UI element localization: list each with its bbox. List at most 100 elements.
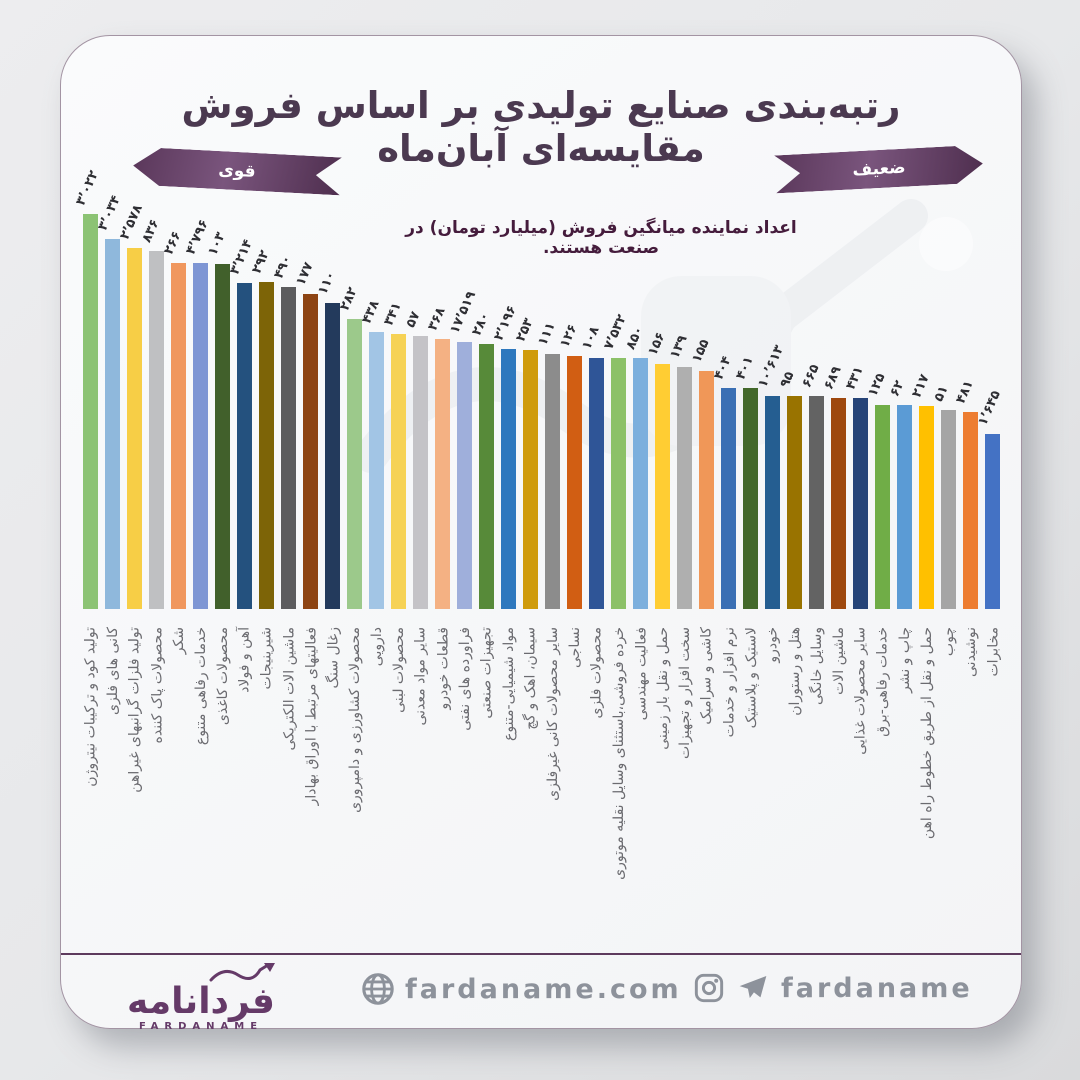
category-cell: کانی های فلزی xyxy=(101,621,123,953)
bar xyxy=(170,263,186,609)
category-cell: نرم افزار و خدمات xyxy=(717,621,739,953)
bar-column: ۴۸۱ xyxy=(953,209,981,609)
infographic-card: رتبه‌بندی صنایع تولیدی بر اساس فروش مقای… xyxy=(60,35,1022,1032)
bar-column: ۶۲ xyxy=(887,209,915,609)
bar-column: ۲۶۶ xyxy=(161,209,189,609)
bar-column: ۱۲۵ xyxy=(865,209,893,609)
bar xyxy=(940,410,956,609)
category-label: محصولات فلزی xyxy=(589,627,605,719)
bar-column: ۲٬۵۷۸ xyxy=(117,202,146,609)
category-label: خدمات رفاهی-برق xyxy=(875,627,891,737)
bar-column: ۳٬۰۳۴ xyxy=(95,193,124,609)
category-label: شکر xyxy=(171,627,187,655)
bar-column: ۱۰۳ xyxy=(205,209,233,609)
footer: فردانامه FARDANAME fardaname.com fard xyxy=(61,958,1021,1032)
website-link[interactable]: fardaname.com xyxy=(405,973,682,1005)
category-cell: نوشیدنی xyxy=(959,621,981,953)
category-label: خودرو xyxy=(765,627,781,663)
bar-column: ۲۸۰ xyxy=(469,209,497,609)
category-cell: خدمات رفاهی متنوع xyxy=(189,621,211,953)
bar-column: ۴۹۰ xyxy=(271,209,299,609)
bar xyxy=(962,412,978,609)
category-label: نساجی xyxy=(567,627,583,668)
bar-value-label: ۳٬۰۲۲ xyxy=(73,168,102,208)
category-cell: محصولات فلزی xyxy=(585,621,607,953)
bar xyxy=(698,371,714,609)
bar-column: ۳۶۸ xyxy=(425,209,453,609)
bar-column: ۱۳۹ xyxy=(667,209,695,609)
bar xyxy=(808,396,824,609)
bar-column: ۴۰۱ xyxy=(733,209,761,609)
category-cell: خرده فروشی،باستثنای وسایل نقلیه موتوری xyxy=(607,621,629,953)
bar xyxy=(126,248,142,609)
category-cell: خدمات رفاهی-برق xyxy=(871,621,893,953)
category-label: تولید فلزات گرانبهای غیراهن xyxy=(127,627,143,793)
category-cell: زغال سنگ xyxy=(321,621,343,953)
category-cell: دارویی xyxy=(365,621,387,953)
category-label: قطعات خودرو xyxy=(435,627,451,710)
social-handle[interactable]: fardaname xyxy=(781,972,973,1004)
bar-chart: ۳٬۰۲۲ ۳٬۰۳۴ ۲٬۵۷۸ ۸۳۶ ۲۶۶ ۴٬۷۹۶ ۱۰۳ ۳٬۲۱۴ ۲۹۲ ۴۹۰… xyxy=(73,168,1004,609)
bar xyxy=(324,303,340,609)
category-label: فعالیت مهندسی xyxy=(633,627,649,721)
category-label: کاشی و سرامیک xyxy=(699,627,715,725)
bar-column: ۱۵۵ xyxy=(689,209,717,609)
category-label: سیمان، اهک و گچ xyxy=(523,627,539,730)
category-cell: محصولات کاغذی xyxy=(211,621,233,953)
bar xyxy=(302,294,318,609)
category-label: وسایل خانگی xyxy=(809,627,825,705)
instagram-icon[interactable] xyxy=(693,972,725,1004)
bar xyxy=(82,214,98,609)
category-label: شیرینیجات xyxy=(259,627,275,690)
bar xyxy=(412,336,428,609)
bar xyxy=(346,319,362,609)
category-cell: نساجی xyxy=(563,621,585,953)
bar xyxy=(280,287,296,609)
bar-column: ۱۷٬۵۱۹ xyxy=(447,209,479,609)
page-title: رتبه‌بندی صنایع تولیدی بر اساس فروش مقای… xyxy=(181,84,901,170)
bar-column: ۱۰٬۶۱۳ xyxy=(755,209,787,609)
category-cell: ماشین الات الکتریکی xyxy=(277,621,299,953)
telegram-icon[interactable] xyxy=(737,972,769,1004)
category-label: نرم افزار و خدمات xyxy=(721,627,737,738)
bar-column: ۲٬۱۹۶ xyxy=(491,209,520,609)
category-cell: تولید فلزات گرانبهای غیراهن xyxy=(123,621,145,953)
bar xyxy=(610,358,626,609)
category-cell: سیمان، اهک و گچ xyxy=(519,621,541,953)
bar-column: ۱۲۶ xyxy=(557,209,585,609)
category-cell: فراورده های نفتی xyxy=(453,621,475,953)
bar-column: ۱۵۶ xyxy=(645,209,673,609)
bar-column: ۱٬۶۴۵ xyxy=(975,209,1004,609)
bar xyxy=(500,349,516,609)
logo-text-en: FARDANAME xyxy=(138,1021,264,1032)
category-label: محصولات پاک کننده xyxy=(149,627,165,744)
bar-column: ۴۰۴ xyxy=(711,209,739,609)
bar-column: ۱۷۷ xyxy=(293,209,321,609)
fardaname-logo: فردانامه FARDANAME xyxy=(106,962,296,1032)
bar xyxy=(654,364,670,609)
bar-column: ۲۸۲ xyxy=(337,209,365,609)
bar-column: ۵۷ xyxy=(403,209,431,609)
bar xyxy=(764,396,780,609)
category-cell: حمل و نقل بار زمینی xyxy=(651,621,673,953)
category-cell: مواد شیمیایی-متنوع xyxy=(497,621,519,953)
category-cell: آهن و فولاد xyxy=(233,621,255,953)
category-label: لاستیک و پلاستیک xyxy=(743,627,759,729)
category-label: حمل و نقل از طریق خطوط راه اهن xyxy=(919,627,935,840)
category-label: سایر محصولات غذایی xyxy=(853,627,869,755)
category-label: فعالیتهای مرتبط با اوراق بهادار xyxy=(303,627,319,806)
category-cell: فعالیتهای مرتبط با اوراق بهادار xyxy=(299,621,321,953)
bar xyxy=(874,405,890,609)
bar xyxy=(148,251,164,609)
category-cell: فعالیت مهندسی xyxy=(629,621,651,953)
logo-text-fa: فردانامه xyxy=(127,981,275,1022)
bar xyxy=(434,339,450,609)
category-cell: لاستیک و پلاستیک xyxy=(739,621,761,953)
category-label: محصولات کشاورزی و دامپروری xyxy=(347,627,363,813)
category-label: خرده فروشی،باستثنای وسایل نقلیه موتوری xyxy=(611,627,627,880)
bar-column: ۴۳۸ xyxy=(359,209,387,609)
category-label: فراورده های نفتی xyxy=(457,627,473,731)
bar xyxy=(742,388,758,609)
category-cell: تجهیزات صنعتی xyxy=(475,621,497,953)
bar xyxy=(984,434,1000,609)
